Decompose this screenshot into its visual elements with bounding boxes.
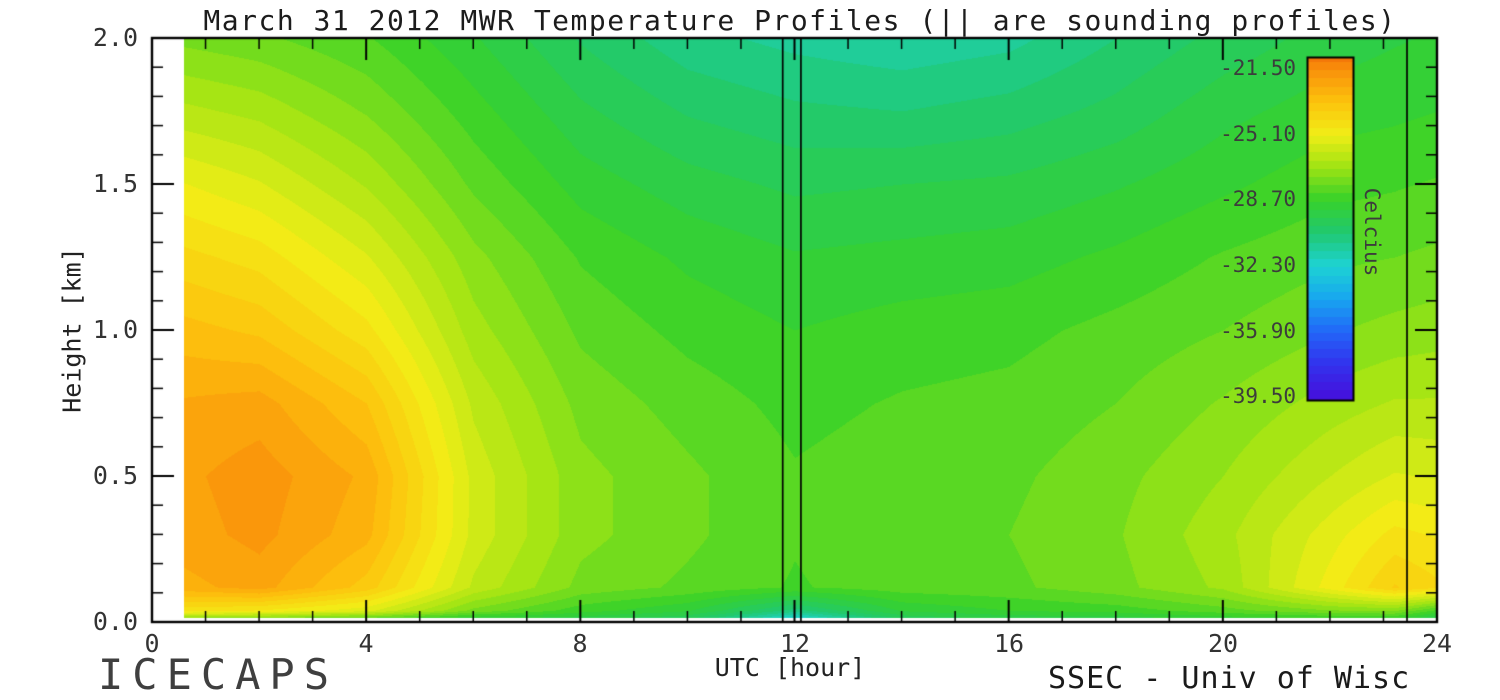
y-tick-label: 2.0 (92, 23, 138, 52)
colorbar-tick-label: -39.50 (1220, 384, 1296, 408)
y-axis-label: Height [km] (57, 247, 87, 413)
x-tick-label: 8 (572, 629, 588, 658)
colorbar-tick-label: -21.50 (1220, 56, 1296, 80)
x-tick-label: 4 (358, 629, 374, 658)
colorbar-tick-label: -32.30 (1220, 253, 1296, 277)
x-tick-label: 12 (779, 629, 811, 658)
x-tick-label: 0 (144, 629, 160, 658)
ssec-credit-text: SSEC - Univ of Wisc (1048, 661, 1411, 696)
chart-title: March 31 2012 MWR Temperature Profiles (… (203, 4, 1397, 37)
x-tick-label: 24 (1421, 629, 1453, 658)
y-tick-label: 0.0 (92, 607, 138, 636)
y-tick-label: 1.0 (92, 315, 138, 344)
colorbar-units-label: Celcius (1360, 187, 1384, 277)
x-axis-label: UTC [hour] (714, 653, 866, 682)
colorbar-tick-label: -28.70 (1220, 187, 1296, 211)
colorbar-tick-label: -35.90 (1220, 319, 1296, 343)
x-tick-label: 16 (993, 629, 1025, 658)
icecaps-logo-text: ICECAPS (98, 650, 339, 699)
colorbar-tick-label: -25.10 (1220, 122, 1296, 146)
y-tick-label: 1.5 (92, 169, 138, 198)
y-tick-label: 0.5 (92, 461, 138, 490)
x-tick-label: 20 (1207, 629, 1239, 658)
